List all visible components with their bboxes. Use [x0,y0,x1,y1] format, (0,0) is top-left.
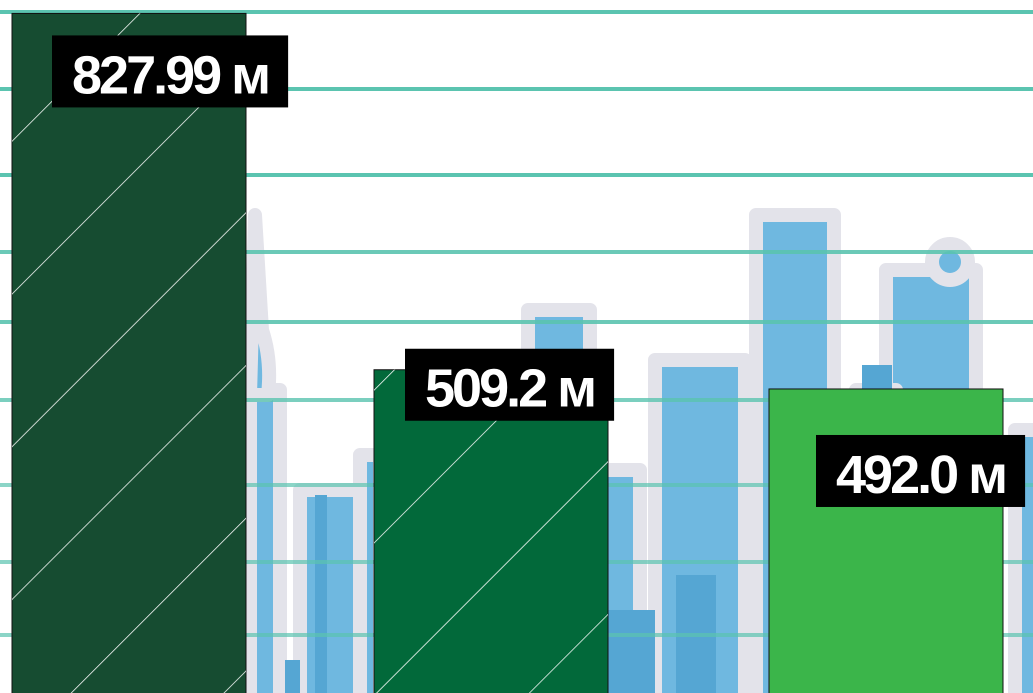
value-label: 492.0 м [836,445,1005,505]
value-label: 827.99 м [72,45,268,105]
bar-hatch [12,13,246,693]
chart: 827.99 м 509.2 м 492.0 м [0,0,1033,693]
value-label: 509.2 м [425,359,594,419]
page: {"chart_data":{"type":"bar","categories"… [0,0,1033,693]
bar [769,389,1003,693]
